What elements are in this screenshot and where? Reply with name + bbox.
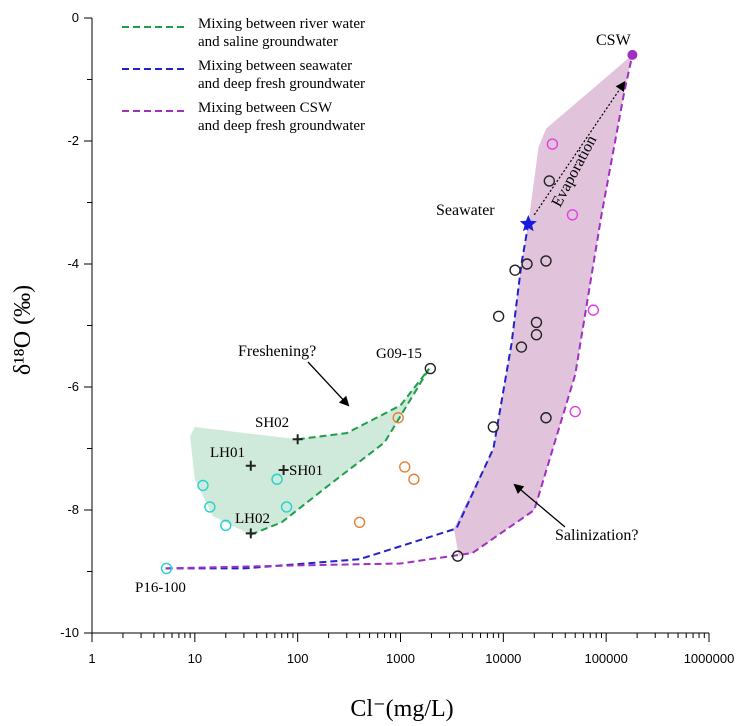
x-tick-label: 10000 — [485, 651, 521, 666]
legend-label-2-0: Mixing between CSW — [198, 100, 333, 116]
data-point-plus-4-1 — [245, 460, 256, 471]
data-point-circle-open-1-1 — [399, 461, 411, 473]
legend-label-1-0: Mixing between seawater — [198, 58, 352, 74]
data-point-star-5-0 — [519, 215, 537, 232]
data-point-circle-open-0-4 — [280, 501, 293, 513]
freshening-area — [190, 368, 430, 535]
data-point-circle-open-3-0 — [424, 362, 437, 375]
data-point-circle-open-3-4 — [509, 264, 521, 276]
y-tick-label: -2 — [67, 133, 79, 148]
data-point-plus-4-0 — [292, 434, 303, 445]
axes: 1 10 100 1000 10000 100000 1000000 0 -2 -4 -6 -8 -1… — [60, 10, 734, 666]
data-point-circle-open-2-0 — [546, 138, 559, 150]
x-tick-label: 1 — [88, 651, 95, 666]
data-point-circle-open-1-2 — [408, 473, 420, 485]
annotation-seawater: Seawater — [436, 202, 495, 219]
x-tick-label: 1000 — [386, 651, 415, 666]
legend-label-1-1: and deep fresh groundwater — [198, 76, 365, 92]
freshening-arrow — [307, 361, 350, 407]
data-point-circle-open-3-1 — [543, 175, 556, 187]
data-point-circle-open-2-3 — [569, 405, 581, 418]
data-point-plus-4-2 — [278, 465, 289, 476]
data-point-circle-open-3-11 — [452, 550, 464, 562]
y-axis-title: δ¹⁸O (‰) — [10, 285, 36, 375]
data-point-circle-open-3-10 — [487, 421, 500, 433]
salinization-arrow — [513, 483, 566, 528]
data-point-circle-open-0-3 — [271, 473, 283, 485]
data-point-circle-open-0-5 — [160, 562, 173, 575]
salinization-area — [453, 54, 633, 557]
legend-label-2-1: and deep fresh groundwater — [198, 118, 365, 134]
data-point-circle-open-3-7 — [530, 329, 543, 341]
data-point-circle-open-0-2 — [220, 519, 232, 532]
mixing-areas — [190, 54, 633, 557]
label-sh02: SH02 — [255, 415, 289, 431]
y-tick-label: -4 — [67, 256, 79, 271]
evaporation-arrow — [533, 80, 626, 216]
mixing-line-csw-deep — [165, 54, 634, 570]
annotation-csw: CSW — [596, 32, 632, 49]
mixing-line-river-saline — [250, 368, 431, 536]
x-tick-label: 10 — [188, 651, 202, 666]
y-tick-label: -10 — [60, 625, 79, 640]
x-tick-label: 100 — [287, 651, 309, 666]
x-tick-label: 1000000 — [684, 651, 735, 666]
data-points — [160, 49, 638, 575]
legend: Mixing between river water and saline gro… — [122, 16, 365, 134]
legend-label-0-1: and saline groundwater — [198, 34, 338, 50]
annotation-salinization: Salinization? — [555, 527, 639, 544]
data-point-circle-open-2-1 — [566, 209, 579, 221]
label-sh01: SH01 — [289, 463, 323, 479]
mixing-line-river-saline-upper — [297, 367, 430, 441]
label-g09-15: G09-15 — [376, 346, 422, 362]
annotation-arrows — [307, 80, 626, 528]
mixing-lines — [165, 54, 634, 570]
data-point-circle-open-3-2 — [540, 255, 552, 267]
data-point-circle-open-3-6 — [530, 316, 543, 329]
y-tick-label: -6 — [67, 379, 79, 394]
label-lh02: LH02 — [235, 511, 270, 527]
data-point-plus-4-3 — [245, 528, 256, 539]
y-tick-label: -8 — [67, 502, 79, 517]
y-axis-ticks: 0 -2 -4 -6 -8 -10 — [60, 10, 92, 640]
data-point-circle-open-0-0 — [197, 479, 209, 492]
data-point-circle-open-3-3 — [521, 258, 533, 270]
data-point-dot-6-0 — [627, 49, 638, 60]
x-axis-ticks: 1 10 100 1000 10000 100000 1000000 — [88, 633, 734, 666]
y-tick-label: 0 — [72, 10, 79, 25]
data-point-circle-open-2-2 — [587, 304, 600, 316]
x-axis-title: Cl⁻(mg/L) — [350, 696, 453, 722]
data-point-circle-open-3-9 — [540, 412, 552, 424]
data-point-circle-open-1-0 — [392, 412, 404, 424]
data-point-circle-open-3-5 — [492, 310, 505, 322]
data-point-circle-open-3-8 — [515, 341, 528, 353]
data-point-circle-open-0-1 — [204, 501, 216, 513]
label-p16-100: P16-100 — [135, 580, 186, 596]
data-point-circle-open-1-3 — [353, 516, 366, 528]
legend-label-0-0: Mixing between river water — [198, 16, 365, 32]
x-tick-label: 100000 — [584, 651, 627, 666]
annotation-freshening: Freshening? — [238, 343, 316, 360]
label-lh01: LH01 — [210, 445, 245, 461]
